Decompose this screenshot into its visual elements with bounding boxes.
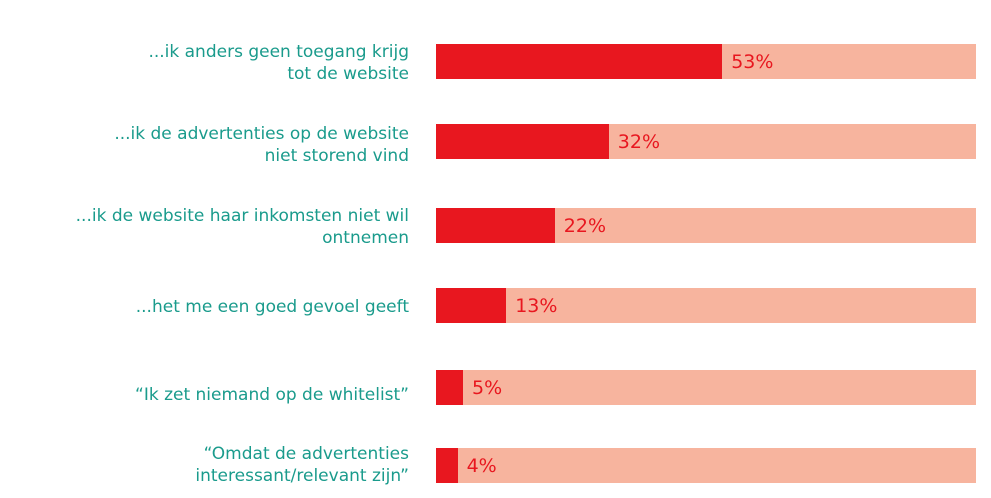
bar-track: 13% (436, 288, 976, 323)
value-label: 32% (617, 130, 661, 153)
value-label: 53% (731, 50, 774, 73)
bar (436, 370, 463, 405)
value-label: 4% (466, 454, 497, 477)
bar-track: 53% (436, 44, 976, 79)
bar (436, 124, 609, 159)
category-label: “Omdat de advertenties interessant/relev… (195, 444, 409, 486)
bar-track: 32% (436, 124, 976, 159)
category-label: ...ik anders geen toegang krijg tot de w… (148, 42, 409, 84)
category-label: ...het me een goed gevoel geeft (135, 297, 409, 317)
bar-track: 4% (436, 448, 976, 483)
bar (436, 44, 723, 79)
value-label: 5% (472, 376, 503, 399)
bar (436, 288, 507, 323)
bar-track: 22% (436, 208, 976, 243)
category-label: ...ik de advertenties op de website niet… (114, 124, 409, 166)
bar (436, 208, 555, 243)
bar-track: 5% (436, 370, 976, 405)
value-label: 13% (515, 294, 558, 317)
value-label: 22% (563, 214, 607, 237)
category-label: ...ik de website haar inkomsten niet wil… (75, 206, 409, 248)
category-label: “Ik zet niemand op de whitelist” (135, 385, 409, 405)
bar (436, 448, 458, 483)
